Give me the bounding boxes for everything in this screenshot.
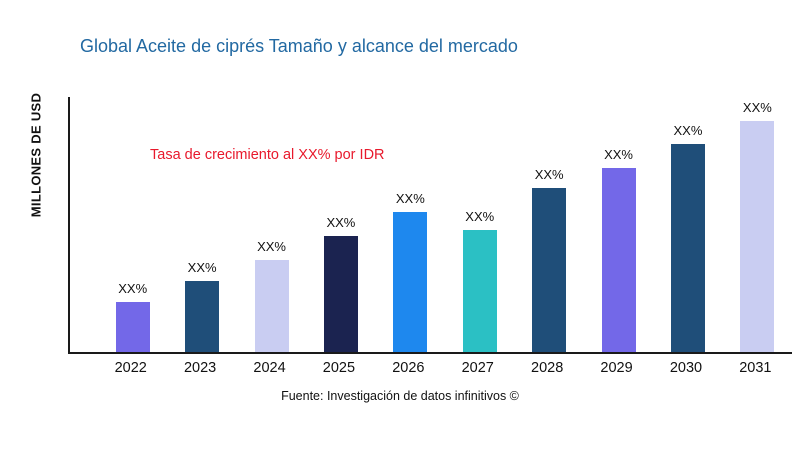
x-tick-2022: 2022	[114, 360, 147, 376]
chart-title: Global Aceite de ciprés Tamaño y alcance…	[80, 36, 518, 56]
bar-slot-2026: XX%	[376, 97, 445, 352]
bar-2022	[115, 302, 150, 352]
bar-value-label-2027: XX%	[465, 209, 495, 224]
x-tick-2028: 2028	[531, 360, 564, 376]
bar-slot-2022: XX%	[98, 97, 167, 352]
bar-slot-2027: XX%	[445, 97, 514, 352]
bar-slot-2024: XX%	[237, 97, 306, 352]
bar-slot-2031: XX%	[723, 97, 792, 352]
bar-series: XX% XX% XX% XX% XX% XX% XX% XX% XX% XX%	[70, 97, 792, 352]
bar-slot-2025: XX%	[306, 97, 375, 352]
bar-2023	[185, 281, 220, 352]
x-tick-2025: 2025	[322, 360, 356, 376]
bar-value-label-2026: XX%	[395, 191, 425, 206]
bar-2027	[462, 230, 497, 352]
bar-2026	[393, 212, 428, 352]
x-tick-2031: 2031	[739, 360, 772, 376]
x-tick-2029: 2029	[600, 360, 633, 376]
bar-slot-2023: XX%	[167, 97, 236, 352]
x-tick-2024: 2024	[253, 360, 286, 376]
bar-value-label-2022: XX%	[118, 281, 148, 296]
x-tick-2023: 2023	[183, 360, 217, 376]
source-caption: Fuente: Investigación de datos infinitiv…	[281, 389, 519, 403]
bar-value-label-2023: XX%	[187, 260, 217, 275]
plot-area: XX% XX% XX% XX% XX% XX% XX% XX% XX% XX%	[68, 97, 792, 354]
bar-2031	[740, 121, 775, 352]
growth-rate-annotation: Tasa de crecimiento al XX% por IDR	[150, 147, 385, 163]
bar-value-label-2029: XX%	[604, 147, 633, 162]
x-axis-ticks: 2022 2023 2024 2025 2026 2027 2028 2029 2030 2031	[68, 360, 790, 376]
bar-value-label-2031: XX%	[742, 100, 772, 115]
bar-slot-2029: XX%	[584, 97, 653, 352]
bar-value-label-2030: XX%	[673, 123, 703, 138]
bar-slot-2028: XX%	[514, 97, 583, 352]
bar-slot-2030: XX%	[653, 97, 722, 352]
bar-value-label-2028: XX%	[534, 167, 564, 182]
bar-2025	[323, 236, 358, 352]
bar-value-label-2024: XX%	[257, 239, 286, 254]
x-tick-2026: 2026	[392, 360, 425, 376]
bar-2028	[532, 188, 567, 352]
y-axis-label: MILLONES DE USD	[28, 92, 44, 218]
bar-value-label-2025: XX%	[326, 215, 356, 230]
bar-2029	[601, 168, 636, 352]
x-tick-2030: 2030	[669, 360, 703, 376]
bar-2030	[670, 144, 705, 352]
x-tick-2027: 2027	[461, 360, 494, 376]
bar-2024	[254, 260, 289, 352]
